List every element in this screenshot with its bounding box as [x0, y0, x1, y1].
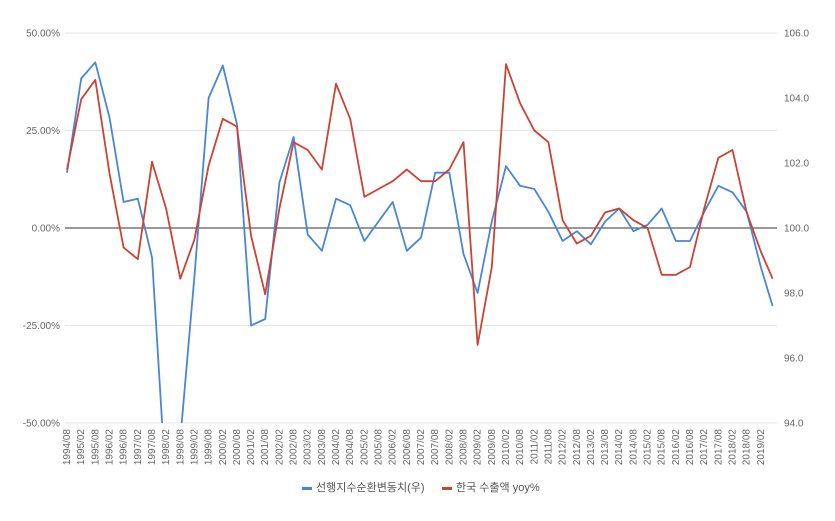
x-tick-label: 2001/08	[260, 429, 271, 466]
x-tick-label: 2017/08	[713, 429, 724, 466]
right-tick-label: 98.0	[784, 289, 804, 300]
gridlines	[65, 32, 777, 424]
x-tick-label: 2014/02	[614, 429, 625, 466]
x-tick-label: 2010/02	[501, 429, 512, 466]
x-tick-label: 1999/02	[189, 429, 200, 466]
x-tick-label: 2014/08	[628, 429, 639, 466]
right-tick-label: 106.0	[784, 29, 809, 40]
x-tick-label: 1996/08	[119, 429, 130, 466]
x-tick-label: 2005/02	[359, 429, 370, 466]
right-tick-label: 102.0	[784, 159, 809, 170]
x-tick-label: 2015/02	[643, 429, 654, 466]
x-tick-label: 2005/08	[374, 429, 385, 466]
x-tick-label: 2000/02	[218, 429, 229, 466]
left-tick-label: -50.00%	[23, 419, 60, 430]
legend-swatch	[302, 487, 312, 490]
x-tick-label: 1998/02	[161, 429, 172, 466]
x-tick-label: 2007/08	[430, 429, 441, 466]
x-tick-label: 2008/02	[444, 429, 455, 466]
x-tick-label: 2002/02	[274, 429, 285, 466]
series-line-1	[66, 61, 774, 423]
legend-label: 선행지수순환변동치(우)	[316, 481, 425, 494]
x-tick-label: 2011/02	[529, 429, 540, 465]
x-tick-label: 2018/08	[742, 429, 753, 466]
right-tick-label: 104.0	[784, 94, 809, 105]
right-tick-label: 96.0	[784, 354, 804, 365]
x-tick-label: 2018/02	[728, 429, 739, 466]
x-tick-label: 2006/02	[388, 429, 399, 466]
x-tick-label: 2019/02	[756, 429, 767, 466]
left-axis-labels: -50.00% -25.00% 0.00% 25.00% 50.00%	[23, 29, 60, 430]
x-tick-label: 2012/02	[558, 429, 569, 466]
x-tick-label: 2002/08	[289, 429, 300, 466]
left-tick-label: 0.00%	[32, 224, 60, 235]
x-tick-label: 2004/08	[345, 429, 356, 466]
series-layer	[66, 61, 774, 489]
x-tick-label: 1997/02	[133, 429, 144, 466]
x-tick-label: 2007/02	[416, 429, 427, 466]
x-tick-label: 2016/08	[685, 429, 696, 466]
x-tick-label: 1999/08	[204, 429, 215, 466]
right-tick-label: 94.0	[784, 419, 804, 430]
x-tick-label: 2012/08	[572, 429, 583, 466]
x-tick-label: 2009/08	[487, 429, 498, 466]
x-tick-label: 1995/02	[76, 429, 87, 466]
x-tick-label: 1998/08	[175, 429, 186, 466]
x-tick-label: 2000/08	[232, 429, 243, 466]
right-tick-label: 100.0	[784, 224, 809, 235]
x-tick-label: 2013/02	[586, 429, 597, 466]
x-tick-label: 1996/02	[104, 429, 115, 466]
x-tick-label: 1997/08	[147, 429, 158, 466]
x-tick-label: 2017/02	[699, 429, 710, 466]
x-tick-label: 2010/08	[515, 429, 526, 466]
x-tick-label: 1995/08	[90, 429, 101, 466]
legend-swatch	[442, 487, 452, 490]
x-tick-label: 2003/02	[303, 429, 314, 466]
legend: 선행지수순환변동치(우) 한국 수출액 yoy%	[302, 481, 540, 494]
x-tick-label: 2016/02	[671, 429, 682, 466]
left-tick-label: 50.00%	[26, 29, 60, 40]
series-line-2	[66, 63, 774, 346]
legend-label: 한국 수출액 yoy%	[456, 481, 540, 494]
x-tick-label: 1994/08	[62, 429, 73, 466]
x-tick-label: 2001/02	[246, 429, 257, 466]
right-axis-labels: 94.0 96.0 98.0 100.0 102.0 104.0 106.0	[784, 29, 809, 430]
x-tick-label: 2003/08	[317, 429, 328, 466]
x-tick-label: 2006/08	[402, 429, 413, 466]
x-axis-labels: 1994/08 1995/02 1995/08 1996/02 1996/08 1997/…	[62, 429, 767, 466]
x-tick-label: 2008/08	[458, 429, 469, 466]
left-tick-label: 25.00%	[26, 126, 60, 137]
x-tick-label: 2004/02	[331, 429, 342, 466]
x-tick-label: 2011/08	[543, 429, 554, 465]
x-tick-label: 2015/08	[657, 429, 668, 466]
left-tick-label: -25.00%	[23, 321, 60, 332]
x-tick-label: 2013/08	[600, 429, 611, 466]
x-tick-label: 2009/02	[473, 429, 484, 466]
